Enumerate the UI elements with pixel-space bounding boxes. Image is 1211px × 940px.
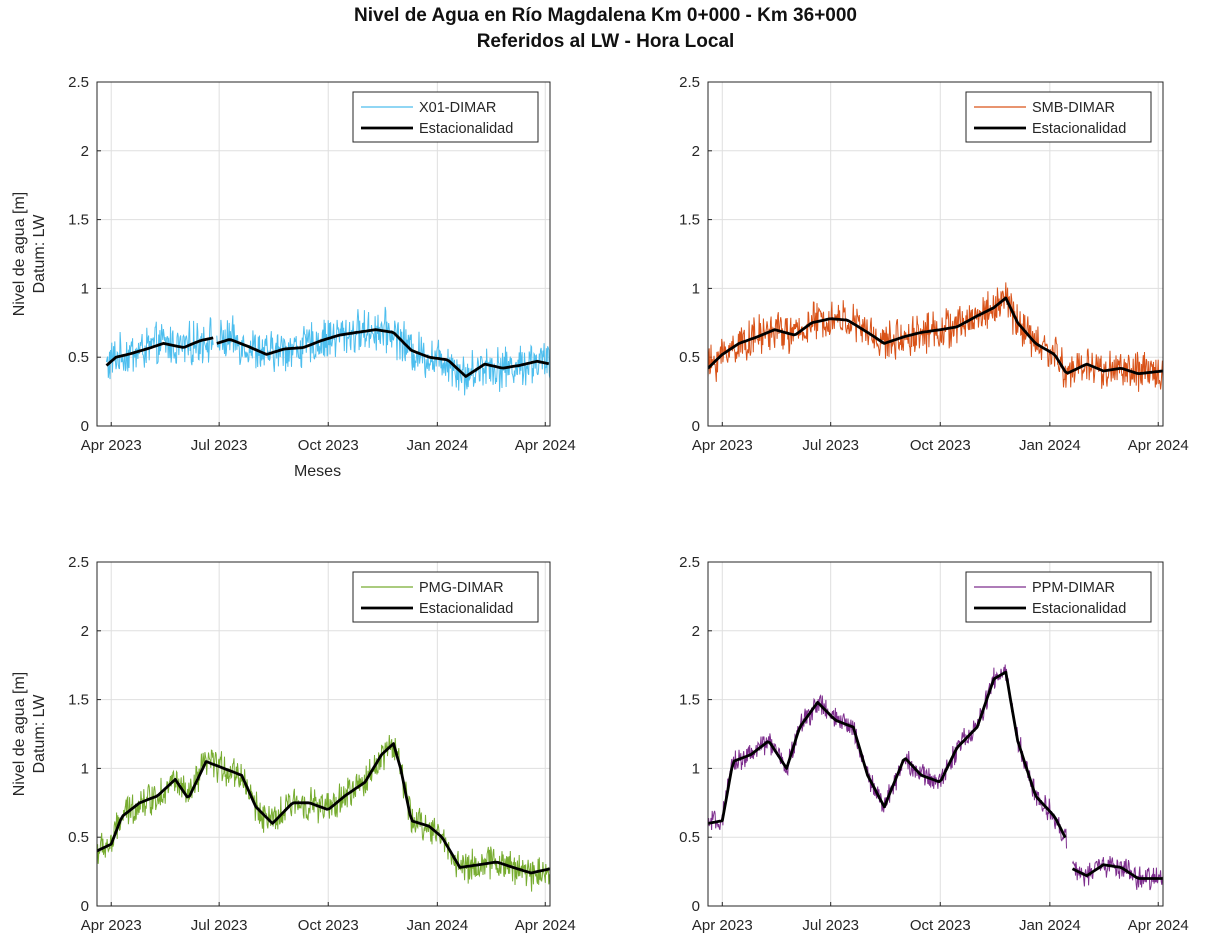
- subplot-x01: 0 0.5 1 1.5 2 2.5 Apr 2023 Jul 2023 Oct 2023 Jan …: [11, 74, 576, 480]
- legend-label-raw: SMB-DIMAR: [1032, 100, 1115, 116]
- legend-label-seasonal: Estacionalidad: [419, 601, 513, 617]
- y-tick-label: 0: [81, 898, 89, 915]
- y-axis-label: Nivel de agua [m]: [11, 672, 28, 797]
- y-tick-label: 0: [692, 898, 700, 915]
- figure-title: Nivel de Agua en Río Magdalena Km 0+000 …: [354, 5, 857, 26]
- y-tick-label: 2.5: [679, 74, 700, 91]
- legend: PPM-DIMAR Estacionalidad: [965, 571, 1152, 623]
- x-tick-label: Apr 2023: [81, 917, 142, 934]
- y-tick-label: 0: [692, 418, 700, 435]
- legend-box: [965, 91, 1152, 143]
- x-tick-label: Jul 2023: [802, 437, 859, 454]
- y-tick-label: 2: [692, 143, 700, 160]
- y-tick-label: 1: [81, 280, 89, 297]
- y-tick-label: 2.5: [679, 554, 700, 571]
- x-tick-label: Oct 2023: [910, 917, 971, 934]
- axes-frame: [707, 561, 1164, 907]
- x-tick-label: Apr 2024: [1128, 917, 1189, 934]
- legend-label-raw: PMG-DIMAR: [419, 580, 504, 596]
- figure-subtitle: Referidos al LW - Hora Local: [476, 31, 735, 52]
- x-tick-label: Jan 2024: [406, 917, 468, 934]
- y-tick-label: 2.5: [68, 554, 89, 571]
- y-axis-label-datum: Datum: LW: [31, 214, 48, 294]
- legend-label-seasonal: Estacionalidad: [419, 121, 513, 137]
- subplot-smb: 0 0.5 1 1.5 2 2.5 Apr 2023 Jul 2023 Oct 2023 Jan …: [679, 74, 1189, 454]
- legend-box: [352, 571, 539, 623]
- x-tick-label: Jan 2024: [1019, 437, 1081, 454]
- series-pmg-seasonal-0: [97, 742, 550, 875]
- legend-box: [352, 91, 539, 143]
- y-tick-label: 0.5: [68, 829, 89, 846]
- legend-label-raw: PPM-DIMAR: [1032, 580, 1115, 596]
- axes-frame: [707, 81, 1164, 427]
- series-smb-seasonal-0: [708, 296, 1163, 376]
- x-tick-label: Apr 2023: [81, 437, 142, 454]
- y-tick-label: 1.5: [679, 212, 700, 229]
- x-tick-label: Apr 2024: [515, 437, 576, 454]
- y-tick-label: 2.5: [68, 74, 89, 91]
- x-tick-label: Oct 2023: [910, 437, 971, 454]
- y-tick-label: 0: [81, 418, 89, 435]
- series-smb-raw-0: [708, 282, 1163, 392]
- series-x01-seasonal-1: [216, 328, 550, 378]
- y-tick-label: 1.5: [679, 692, 700, 709]
- y-tick-label: 1: [81, 760, 89, 777]
- axes-frame: [96, 561, 551, 907]
- x-tick-label: Oct 2023: [298, 437, 359, 454]
- legend-label-seasonal: Estacionalidad: [1032, 121, 1126, 137]
- legend: X01-DIMAR Estacionalidad: [352, 91, 539, 143]
- x-tick-label: Oct 2023: [298, 917, 359, 934]
- legend-box: [965, 571, 1152, 623]
- y-tick-label: 1: [692, 760, 700, 777]
- x-tick-label: Apr 2023: [692, 917, 753, 934]
- y-tick-label: 1: [692, 280, 700, 297]
- x-tick-label: Apr 2024: [1128, 437, 1189, 454]
- y-tick-label: 1.5: [68, 212, 89, 229]
- x-tick-label: Jul 2023: [191, 437, 248, 454]
- x-tick-label: Apr 2024: [515, 917, 576, 934]
- x-tick-label: Jul 2023: [191, 917, 248, 934]
- x-tick-label: Apr 2023: [692, 437, 753, 454]
- y-tick-label: 2: [692, 623, 700, 640]
- series-ppm-seasonal-1: [1071, 863, 1163, 880]
- y-tick-label: 0.5: [679, 829, 700, 846]
- y-tick-label: 0.5: [68, 349, 89, 366]
- subplot-pmg: 0 0.5 1 1.5 2 2.5 Apr 2023 Jul 2023 Oct 2023 Jan …: [11, 554, 576, 934]
- x-tick-label: Jul 2023: [802, 917, 859, 934]
- y-tick-label: 0.5: [679, 349, 700, 366]
- legend-label-seasonal: Estacionalidad: [1032, 601, 1126, 617]
- y-tick-label: 2: [81, 143, 89, 160]
- x-tick-label: Jan 2024: [406, 437, 468, 454]
- y-tick-label: 1.5: [68, 692, 89, 709]
- series-pmg-raw-0: [97, 734, 550, 892]
- axes-frame: [96, 81, 551, 427]
- subplot-ppm: 0 0.5 1 1.5 2 2.5 Apr 2023 Jul 2023 Oct 2023 Jan …: [679, 554, 1189, 934]
- series-x01-seasonal-0: [105, 336, 214, 367]
- y-axis-label: Nivel de agua [m]: [11, 192, 28, 317]
- legend-label-raw: X01-DIMAR: [419, 100, 496, 116]
- x-tick-label: Jan 2024: [1019, 917, 1081, 934]
- legend: SMB-DIMAR Estacionalidad: [965, 91, 1152, 143]
- y-axis-label-datum: Datum: LW: [31, 694, 48, 774]
- y-tick-label: 2: [81, 623, 89, 640]
- legend: PMG-DIMAR Estacionalidad: [352, 571, 539, 623]
- x-axis-label: Meses: [294, 463, 341, 480]
- series-ppm-seasonal-0: [708, 670, 1067, 839]
